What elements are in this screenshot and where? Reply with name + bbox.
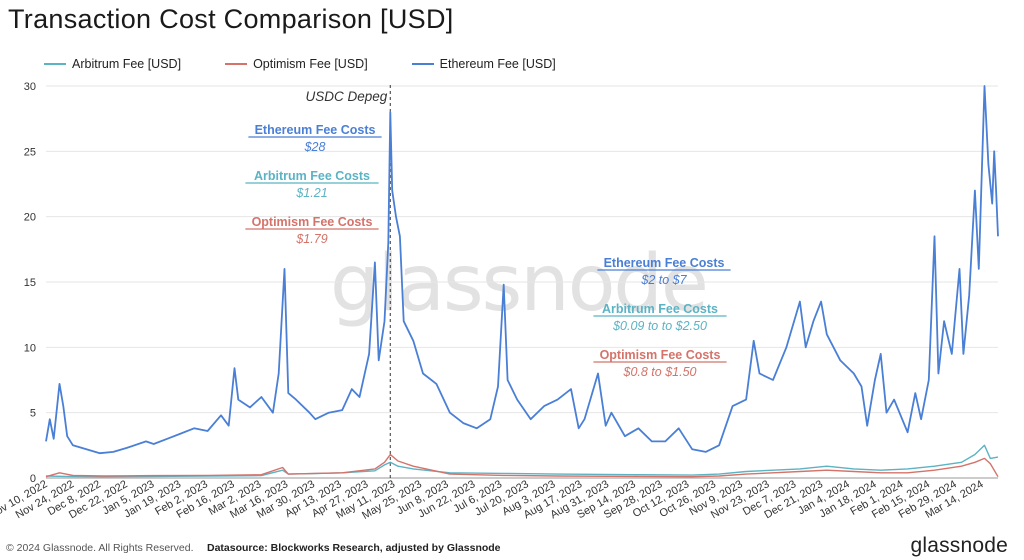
legend-swatch-arbitrum <box>44 63 66 65</box>
y-tick-label: 30 <box>24 81 36 93</box>
annotation-2: Arbitrum Fee Costs $1.21 <box>245 169 379 200</box>
annotation-value: $1.79 <box>295 232 327 246</box>
annotation-3: Optimism Fee Costs $1.79 <box>245 215 379 246</box>
y-axis-ticks: 0 5 10 15 20 25 30 <box>24 81 36 485</box>
legend-swatch-optimism <box>225 63 248 65</box>
annotation-6: Optimism Fee Costs $0.8 to $1.50 <box>593 348 727 379</box>
depeg-label: USDC Depeg <box>305 89 387 104</box>
annotation-title: Optimism Fee Costs <box>600 348 721 362</box>
annotation-value: $0.8 to $1.50 <box>623 365 697 379</box>
series-lines <box>45 85 999 478</box>
watermark: glassnode <box>330 239 707 329</box>
datasource-text: Datasource: Blockworks Research, adjuste… <box>207 542 501 554</box>
annotation-value: $2 to $7 <box>640 273 687 287</box>
copyright-text: © 2024 Glassnode. All Rights Reserved. <box>6 542 194 554</box>
annotation-title: Optimism Fee Costs <box>252 215 373 229</box>
y-tick-label: 10 <box>24 342 36 354</box>
legend-item-arbitrum[interactable]: Arbitrum Fee [USD] <box>44 57 181 71</box>
annotation-1: Ethereum Fee Costs $28 <box>248 123 382 154</box>
annotation-title: Arbitrum Fee Costs <box>254 169 370 183</box>
y-tick-label: 15 <box>24 277 36 289</box>
y-tick-label: 25 <box>24 146 36 158</box>
annotation-5: Arbitrum Fee Costs $0.09 to to $2.50 <box>593 302 727 333</box>
legend-item-ethereum[interactable]: Ethereum Fee [USD] <box>411 57 556 71</box>
usdc-depeg-marker: USDC Depeg <box>305 85 391 478</box>
legend-label-optimism: Optimism Fee [USD] <box>253 57 368 71</box>
series-line-ethereum <box>45 85 999 455</box>
legend-item-optimism[interactable]: Optimism Fee [USD] <box>225 57 368 71</box>
series-line-optimism <box>45 453 999 478</box>
glassnode-logo[interactable]: glassnode <box>910 534 1008 557</box>
annotation-value: $28 <box>304 140 326 154</box>
series-line-arbitrum <box>45 444 999 478</box>
annotation-value: $1.21 <box>295 186 327 200</box>
y-tick-label: 0 <box>30 473 36 485</box>
legend-swatch-ethereum <box>411 63 434 65</box>
gridlines <box>46 85 998 479</box>
y-tick-label: 20 <box>24 212 36 224</box>
legend-label-arbitrum: Arbitrum Fee [USD] <box>72 57 182 71</box>
y-tick-label: 5 <box>30 408 36 420</box>
legend-label-ethereum: Ethereum Fee [USD] <box>439 57 556 71</box>
annotation-4: Ethereum Fee Costs $2 to $7 <box>597 256 731 287</box>
annotation-title: Arbitrum Fee Costs <box>602 302 718 316</box>
chart-legend: Arbitrum Fee [USD] Optimism Fee [USD] Et… <box>44 57 556 71</box>
annotations: Ethereum Fee Costs $28 Arbitrum Fee Costs $… <box>245 123 731 379</box>
annotation-value: $0.09 to to $2.50 <box>612 319 707 333</box>
chart-title: Transaction Cost Comparison [USD] <box>8 4 454 34</box>
annotation-title: Ethereum Fee Costs <box>255 123 376 137</box>
annotation-title: Ethereum Fee Costs <box>604 256 725 270</box>
